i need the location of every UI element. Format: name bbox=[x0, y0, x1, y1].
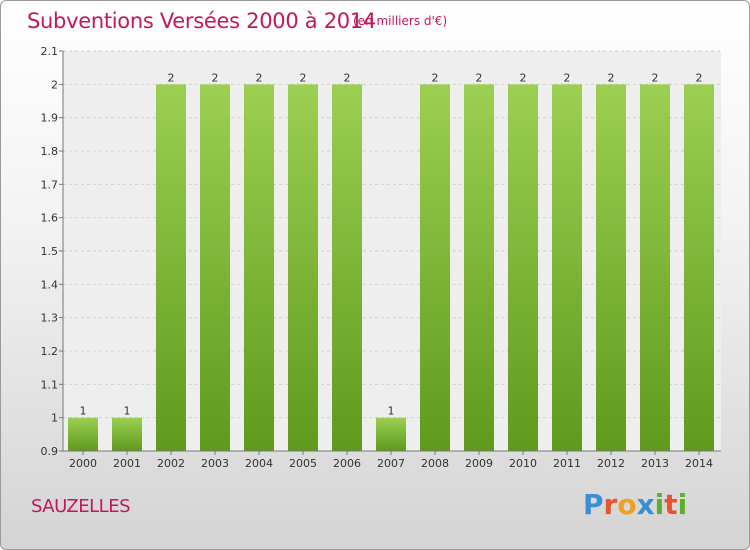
bar-2004[interactable] bbox=[244, 84, 274, 451]
data-label: 2 bbox=[344, 71, 351, 84]
y-tick-label: 2.1 bbox=[41, 45, 59, 58]
chart-title: Subventions Versées 2000 à 2014 bbox=[27, 9, 376, 33]
y-tick-label: 1.7 bbox=[41, 178, 59, 191]
chart-subtitle: (en milliers d'€) bbox=[353, 14, 448, 28]
y-tick-label: 1.5 bbox=[41, 245, 59, 258]
logo-letter: r bbox=[603, 488, 618, 521]
bar-2003[interactable] bbox=[200, 84, 230, 451]
data-label: 1 bbox=[80, 405, 87, 418]
logo-letter: o bbox=[617, 488, 637, 521]
data-labels: 1 1 2 2 2 2 2 1 2 2 2 2 2 2 2 bbox=[80, 71, 703, 417]
logo-letter: x bbox=[636, 488, 655, 521]
proxiti-logo[interactable]: Proxiti bbox=[583, 488, 687, 521]
data-label: 2 bbox=[476, 71, 483, 84]
data-label: 2 bbox=[564, 71, 571, 84]
x-tick-label: 2006 bbox=[333, 457, 361, 470]
y-tick-label: 1.2 bbox=[41, 345, 59, 358]
data-label: 1 bbox=[388, 405, 395, 418]
y-tick-label: 1.8 bbox=[41, 145, 59, 158]
bars bbox=[68, 84, 714, 451]
x-tick-label: 2001 bbox=[113, 457, 141, 470]
bar-2012[interactable] bbox=[596, 84, 626, 451]
y-tick-label: 1.3 bbox=[41, 312, 59, 325]
y-tick-label: 1.9 bbox=[41, 112, 59, 125]
logo-letter: i bbox=[677, 488, 688, 521]
bar-2002[interactable] bbox=[156, 84, 186, 451]
data-label: 2 bbox=[608, 71, 615, 84]
data-label: 2 bbox=[652, 71, 659, 84]
x-tick-label: 2002 bbox=[157, 457, 185, 470]
logo-letter: t bbox=[664, 488, 678, 521]
bar-2001[interactable] bbox=[112, 417, 142, 451]
commune-name: SAUZELLES bbox=[31, 496, 131, 517]
data-label: 2 bbox=[256, 71, 263, 84]
bar-2008[interactable] bbox=[420, 84, 450, 451]
axes: 0.9 1 1.1 1.2 1.3 1.4 1.5 1.6 1.7 1.8 1.9 2 2.1 2000 2… bbox=[41, 45, 721, 470]
bar-2000[interactable] bbox=[68, 417, 98, 451]
bar-2007[interactable] bbox=[376, 417, 406, 451]
bar-2013[interactable] bbox=[640, 84, 670, 451]
x-tick-label: 2012 bbox=[597, 457, 625, 470]
x-tick-label: 2003 bbox=[201, 457, 229, 470]
data-label: 1 bbox=[124, 405, 131, 418]
x-tick-label: 2011 bbox=[553, 457, 581, 470]
x-tick-label: 2000 bbox=[69, 457, 97, 470]
x-tick-label: 2005 bbox=[289, 457, 317, 470]
y-tick-label: 1.6 bbox=[41, 212, 59, 225]
data-label: 2 bbox=[520, 71, 527, 84]
y-tick-label: 1 bbox=[51, 412, 58, 425]
y-tick-label: 1.4 bbox=[41, 278, 59, 291]
y-tick-label: 2 bbox=[51, 78, 58, 91]
y-tick-label: 1.1 bbox=[41, 378, 59, 391]
data-label: 2 bbox=[432, 71, 439, 84]
y-tick-label: 0.9 bbox=[41, 445, 59, 458]
logo-letter: P bbox=[583, 488, 604, 521]
data-label: 2 bbox=[300, 71, 307, 84]
x-tick-label: 2010 bbox=[509, 457, 537, 470]
bar-2005[interactable] bbox=[288, 84, 318, 451]
bar-2009[interactable] bbox=[464, 84, 494, 451]
x-tick-label: 2009 bbox=[465, 457, 493, 470]
bar-2010[interactable] bbox=[508, 84, 538, 451]
x-tick-label: 2008 bbox=[421, 457, 449, 470]
logo-letter: i bbox=[654, 488, 665, 521]
x-tick-label: 2014 bbox=[685, 457, 713, 470]
x-tick-label: 2013 bbox=[641, 457, 669, 470]
bar-2011[interactable] bbox=[552, 84, 582, 451]
bar-2014[interactable] bbox=[684, 84, 714, 451]
data-label: 2 bbox=[168, 71, 175, 84]
x-tick-label: 2004 bbox=[245, 457, 273, 470]
x-tick-label: 2007 bbox=[377, 457, 405, 470]
bar-2006[interactable] bbox=[332, 84, 362, 451]
data-label: 2 bbox=[696, 71, 703, 84]
data-label: 2 bbox=[212, 71, 219, 84]
